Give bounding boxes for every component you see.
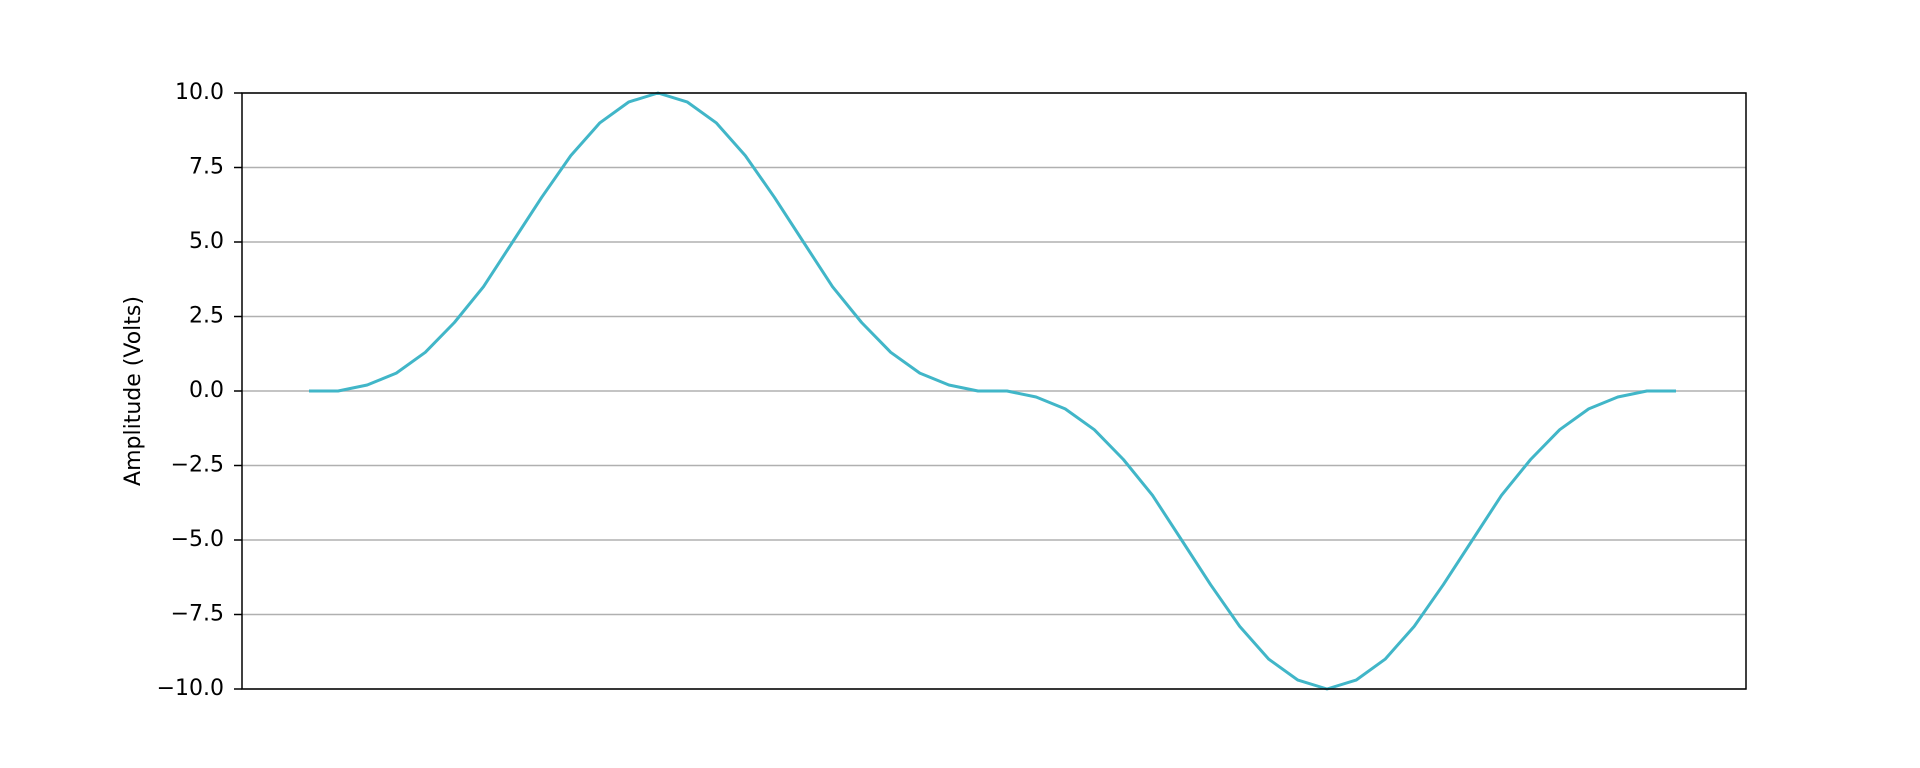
y-tick-label: −7.5: [171, 602, 224, 627]
y-tick-label: −10.0: [157, 676, 224, 701]
y-tick-label: 2.5: [189, 304, 224, 329]
line-series: [309, 91, 1676, 691]
y-tick-label: 0.0: [189, 378, 224, 403]
y-tick-label: 5.0: [189, 229, 224, 254]
plot-frame: [241, 92, 1747, 690]
y-tick-label: −2.5: [171, 453, 224, 478]
y-tick-label: 10.0: [175, 80, 224, 105]
y-axis-label: Amplitude (Volts): [121, 296, 146, 486]
y-tick-label: −5.0: [171, 527, 224, 552]
y-tick-label: 7.5: [189, 155, 224, 180]
